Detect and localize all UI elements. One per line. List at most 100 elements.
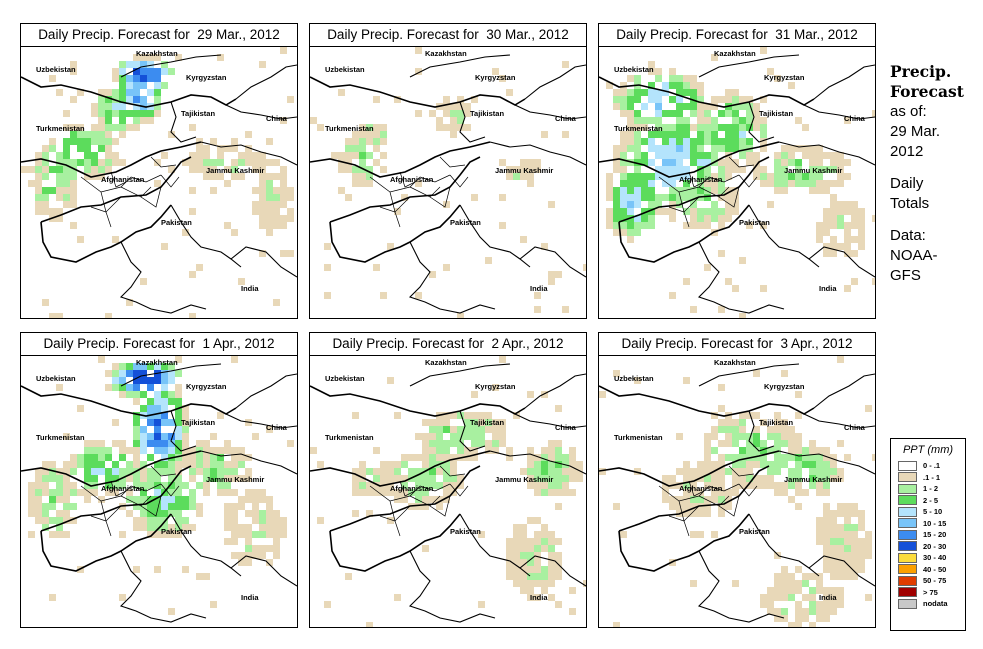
- label-pakistan: Pakistan: [739, 218, 770, 227]
- label-kazakhstan: Kazakhstan: [136, 358, 178, 367]
- legend-label: .1 - 1: [923, 472, 941, 482]
- label-india: India: [819, 593, 837, 602]
- label-kyrgyzstan: Kyrgyzstan: [186, 382, 227, 391]
- precip-cells: [28, 356, 294, 615]
- label-uzbekistan: Uzbekistan: [614, 374, 654, 383]
- label-kyrgyzstan: Kyrgyzstan: [475, 382, 516, 391]
- legend-label: 0 - .1: [923, 461, 941, 471]
- sidebar-heading-line1: Precip.: [890, 62, 952, 81]
- legend-item: 0 - .1: [891, 460, 965, 472]
- sidebar-heading-line2: Forecast: [890, 82, 964, 101]
- label-jammu-kashmir: Jammu Kashmir: [206, 475, 265, 484]
- legend-swatch: [898, 472, 917, 483]
- legend-title: PPT (mm): [902, 444, 954, 456]
- label-india: India: [241, 284, 259, 293]
- label-kazakhstan: Kazakhstan: [136, 49, 178, 58]
- panel-title: Daily Precip. Forecast for 29 Mar., 2012: [21, 24, 297, 47]
- label-tajikistan: Tajikistan: [759, 109, 794, 118]
- legend-item: 2 - 5: [891, 495, 965, 507]
- label-jammu-kashmir: Jammu Kashmir: [206, 166, 265, 175]
- label-turkmenistan: Turkmenistan: [614, 124, 663, 133]
- source-line2: NOAA-: [890, 247, 938, 264]
- legend-swatch: [898, 518, 917, 529]
- label-afghanistan: Afghanistan: [390, 175, 434, 184]
- legend-item: 15 - 20: [891, 529, 965, 541]
- precip-map: Kazakhstan Uzbekistan Kyrgyzstan Tajikistan…: [21, 356, 297, 627]
- label-jammu-kashmir: Jammu Kashmir: [495, 475, 554, 484]
- label-afghanistan: Afghanistan: [679, 484, 723, 493]
- label-china: China: [844, 114, 865, 123]
- label-pakistan: Pakistan: [450, 527, 481, 536]
- legend-item: 20 - 30: [891, 541, 965, 553]
- panel-title: Daily Precip. Forecast for 1 Apr., 2012: [21, 333, 297, 356]
- label-china: China: [844, 423, 865, 432]
- legend-swatch: [898, 506, 917, 517]
- forecast-panel-4: Daily Precip. Forecast for 1 Apr., 2012 …: [20, 332, 298, 628]
- precip-map: Kazakhstan Uzbekistan Kyrgyzstan Tajikistan…: [21, 47, 297, 318]
- legend-swatch: [898, 587, 917, 598]
- label-china: China: [555, 423, 576, 432]
- label-tajikistan: Tajikistan: [181, 418, 216, 427]
- totals-line1: Daily: [890, 175, 924, 192]
- precip-cells: [310, 47, 586, 318]
- map-canvas: [599, 47, 875, 318]
- label-kazakhstan: Kazakhstan: [425, 358, 467, 367]
- label-turkmenistan: Turkmenistan: [36, 433, 85, 442]
- label-uzbekistan: Uzbekistan: [325, 65, 365, 74]
- legend-label: 2 - 5: [923, 495, 939, 505]
- label-pakistan: Pakistan: [161, 218, 192, 227]
- label-india: India: [530, 593, 548, 602]
- label-pakistan: Pakistan: [450, 218, 481, 227]
- label-afghanistan: Afghanistan: [101, 484, 145, 493]
- precip-map: Kazakhstan Uzbekistan Kyrgyzstan Tajikistan…: [310, 356, 586, 627]
- legend-label: > 75: [923, 587, 938, 597]
- legend-item: 1 - 2: [891, 483, 965, 495]
- label-kazakhstan: Kazakhstan: [714, 358, 756, 367]
- forecast-panel-6: Daily Precip. Forecast for 3 Apr., 2012 …: [598, 332, 876, 628]
- label-india: India: [241, 593, 259, 602]
- legend-swatch: [898, 529, 917, 540]
- country-borders: [599, 363, 875, 623]
- precip-cells: [599, 356, 875, 627]
- label-kyrgyzstan: Kyrgyzstan: [764, 73, 805, 82]
- label-tajikistan: Tajikistan: [181, 109, 216, 118]
- label-pakistan: Pakistan: [161, 527, 192, 536]
- legend-item: 50 - 75: [891, 575, 965, 587]
- legend-item: 30 - 40: [891, 552, 965, 564]
- panel-title: Daily Precip. Forecast for 2 Apr., 2012: [310, 333, 586, 356]
- map-canvas: [21, 47, 297, 318]
- legend-item: 40 - 50: [891, 564, 965, 576]
- label-india: India: [819, 284, 837, 293]
- label-turkmenistan: Turkmenistan: [614, 433, 663, 442]
- asof-line3: 2012: [890, 143, 924, 160]
- legend-label: 20 - 30: [923, 541, 947, 551]
- legend-label: 40 - 50: [923, 564, 947, 574]
- label-jammu-kashmir: Jammu Kashmir: [495, 166, 554, 175]
- label-uzbekistan: Uzbekistan: [36, 65, 76, 74]
- sidebar-info: Precip. Forecast as of: 29 Mar. 2012 Dai…: [890, 62, 982, 286]
- precip-map: Kazakhstan Uzbekistan Kyrgyzstan Tajikistan…: [599, 47, 875, 318]
- asof-line1: as of:: [890, 103, 927, 120]
- legend-swatch: [898, 564, 917, 575]
- legend-item: 10 - 15: [891, 518, 965, 530]
- label-tajikistan: Tajikistan: [759, 418, 794, 427]
- label-jammu-kashmir: Jammu Kashmir: [784, 166, 843, 175]
- panel-title: Daily Precip. Forecast for 31 Mar., 2012: [599, 24, 875, 47]
- label-uzbekistan: Uzbekistan: [36, 374, 76, 383]
- legend-label: 50 - 75: [923, 576, 947, 586]
- country-borders: [310, 363, 586, 623]
- precip-cells: [606, 47, 875, 318]
- legend-swatch: [898, 460, 917, 471]
- map-canvas: [310, 47, 586, 318]
- label-kyrgyzstan: Kyrgyzstan: [764, 382, 805, 391]
- legend-label: 10 - 15: [923, 518, 947, 528]
- precip-cells: [310, 356, 586, 627]
- legend-label: 1 - 2: [923, 484, 939, 494]
- legend-swatch: [898, 483, 917, 494]
- label-tajikistan: Tajikistan: [470, 418, 505, 427]
- precip-map: Kazakhstan Uzbekistan Kyrgyzstan Tajikistan…: [310, 47, 586, 318]
- asof-line2: 29 Mar.: [890, 123, 941, 140]
- totals-line2: Totals: [890, 195, 930, 212]
- forecast-panel-3: Daily Precip. Forecast for 31 Mar., 2012…: [598, 23, 876, 319]
- label-turkmenistan: Turkmenistan: [325, 433, 374, 442]
